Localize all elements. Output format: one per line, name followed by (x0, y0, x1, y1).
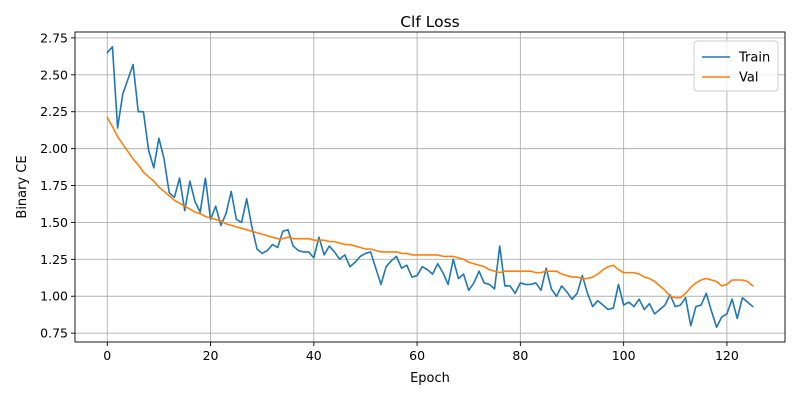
y-axis: 0.75 1.00 1.25 1.50 1.75 2.00 2.25 2.50 2.75 (40, 30, 75, 341)
y-tick-label: 1.50 (40, 215, 68, 230)
y-tick-label: 2.50 (40, 67, 68, 82)
legend: Train Val (693, 40, 779, 92)
y-tick-label: 2.00 (40, 141, 68, 156)
series-line-train (106, 45, 754, 329)
series-line-val (106, 116, 754, 299)
x-tick-label: 80 (512, 348, 528, 363)
x-tick-label: 40 (306, 348, 322, 363)
y-axis-label: Binary CE (15, 155, 30, 218)
x-tick-label: 60 (409, 348, 425, 363)
y-tick-label: 2.25 (40, 104, 68, 119)
x-tick-label: 0 (103, 348, 111, 363)
chart-title: Clf Loss (400, 13, 460, 31)
legend-label-train: Train (738, 51, 770, 66)
y-tick-label: 1.00 (40, 289, 68, 304)
x-axis-label: Epoch (410, 371, 450, 386)
x-axis: 0 20 40 60 80 100 120 (103, 342, 739, 363)
series-lines (106, 45, 754, 329)
legend-box (693, 40, 779, 92)
y-tick-label: 1.25 (40, 252, 68, 267)
legend-label-val: Val (739, 71, 758, 86)
y-tick-label: 0.75 (40, 326, 68, 341)
y-tick-label: 1.75 (40, 178, 68, 193)
y-tick-label: 2.75 (40, 30, 68, 45)
x-tick-label: 100 (612, 348, 636, 363)
x-tick-label: 120 (715, 348, 739, 363)
grid-lines (75, 32, 785, 342)
x-tick-label: 20 (203, 348, 219, 363)
plot-frame (74, 31, 786, 343)
